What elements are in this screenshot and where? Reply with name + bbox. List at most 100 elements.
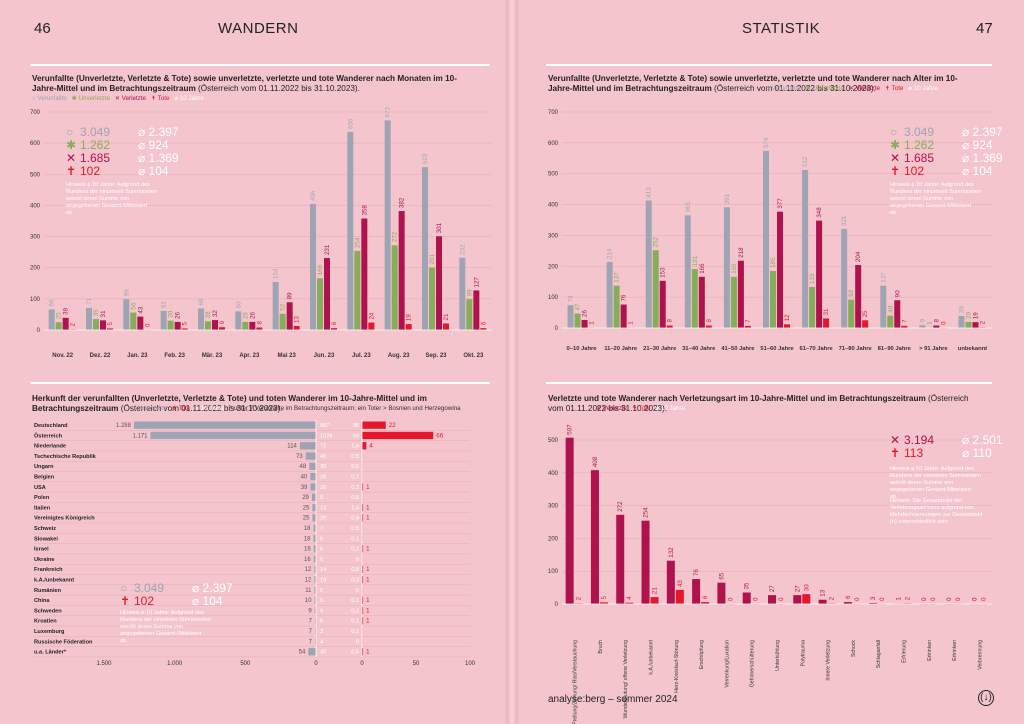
avg-label: 36: [353, 423, 359, 429]
data-label: 60: [235, 301, 242, 308]
x-tick-label: 21–30 Jahre: [643, 346, 677, 352]
data-label: 18: [304, 526, 311, 532]
bar-verletzte: [212, 320, 218, 330]
summary-symbol: ✱: [66, 138, 76, 152]
y-tick-label: 300: [548, 504, 559, 510]
bar-unverletzte: [770, 270, 776, 328]
data-label: 25: [303, 516, 310, 522]
data-label: 48: [300, 464, 307, 470]
page-gutter: [506, 0, 518, 724]
bar-unverletzte: [317, 278, 323, 330]
note-text: Rundens der einzelnen Summanden: [890, 473, 981, 479]
bar-verunfallte: [841, 228, 848, 328]
x-tick-label: Prellung/Zerrung/ Riss/Verstauchung: [573, 640, 579, 724]
note-text: angegebenen Gesamt-Mittelwert: [66, 203, 148, 209]
bar-tote: [675, 589, 684, 604]
bar-verunfallte: [567, 305, 574, 328]
bar-verunfallte: [311, 493, 316, 501]
avg-label: 0,8: [351, 567, 359, 573]
bar-tote: [480, 328, 487, 330]
bar-unverletzte: [93, 319, 99, 330]
data-label: 137: [614, 272, 621, 283]
note-text: weicht deren Summe von: [119, 624, 183, 630]
bar-tote: [362, 565, 364, 573]
bar-verletzte: [436, 236, 442, 330]
note-text: weicht deren Summe von: [889, 480, 953, 486]
legend-verletzte: ✕ Verletzte: [596, 405, 627, 412]
data-label: 76: [693, 569, 700, 576]
data-label: 204: [855, 251, 862, 262]
bar-verletzte: [698, 276, 705, 328]
y-tick-label: 700: [548, 110, 559, 116]
summary-average: ⌀ 104: [192, 594, 223, 608]
bar-unverletzte: [205, 321, 211, 330]
x-tick-label: Nov. 22: [52, 353, 74, 359]
x-tick-label: 500: [240, 661, 251, 667]
note-text: ab.: [120, 638, 128, 644]
legend-footnote: * unter 7 Verunfallte im Betrachtungszei…: [229, 405, 461, 412]
data-label: 0: [980, 597, 987, 601]
avg-label: 0: [356, 557, 359, 563]
legend-unverletzte: ✱ Unverletzte: [805, 85, 844, 92]
data-label: 65: [718, 572, 725, 579]
data-label: 16: [304, 547, 311, 553]
bar-unverletzte: [167, 320, 174, 330]
data-label: 31: [823, 308, 830, 315]
data-label: 39: [958, 306, 965, 313]
data-label: 56: [130, 302, 137, 309]
note-text: Rundens der einzelnen Summanden: [66, 189, 157, 195]
x-tick-label: 11–20 Jahre: [604, 346, 638, 352]
summary-average: ⌀ 104: [138, 164, 169, 178]
bar-tote: [599, 602, 608, 604]
summary-average: ⌀ 104: [962, 164, 993, 178]
bar-tote: [362, 617, 364, 625]
y-tick-label: 0: [37, 328, 41, 334]
rule-top-right: [546, 64, 992, 66]
bar-tote: [784, 324, 790, 328]
bar-verunfallte: [723, 207, 730, 328]
data-label: 7: [309, 619, 313, 625]
bar-tote: [362, 545, 364, 553]
data-label: 8: [933, 319, 940, 323]
bar-verletzte: [666, 560, 675, 604]
data-label: 0: [753, 597, 760, 601]
data-label: 1: [589, 321, 596, 325]
arrow-down-icon[interactable]: (↓): [978, 690, 994, 706]
x-tick-label: Erfrierung: [901, 640, 907, 663]
right-section-title: STATISTIK: [742, 20, 821, 37]
data-label: 92: [848, 289, 855, 296]
summary-average: ⌀ 110: [962, 446, 992, 460]
data-label: 7: [901, 319, 908, 323]
y-tick-label: 600: [30, 141, 41, 147]
bar-verunfallte: [315, 637, 316, 646]
summary-value: 3.194: [904, 433, 934, 447]
y-tick-label: 300: [548, 233, 559, 239]
avg-label: 0,5: [351, 495, 359, 501]
data-label: 61: [161, 301, 168, 308]
bar-tote: [107, 328, 113, 330]
bar-verunfallte: [645, 200, 652, 328]
x-tick-label: 50: [413, 661, 420, 667]
data-label: 43: [137, 306, 144, 313]
x-tick-label: Polytrauma: [800, 640, 806, 666]
avg-label: 1,4: [351, 505, 359, 511]
legend-verletzte: ✕ Verletzte: [114, 95, 146, 102]
bar-verunfallte: [299, 442, 316, 450]
bar-verletzte: [869, 603, 878, 604]
data-label: 8: [667, 319, 674, 323]
avg-label: 1,4: [351, 444, 359, 450]
x-tick-label: Wunde/Blutung/ offene Verletzung: [623, 640, 629, 719]
data-label: 574: [763, 137, 770, 148]
bar-verunfallte: [198, 308, 204, 330]
right-page-number: 47: [976, 20, 993, 37]
summary-symbol: ○: [120, 581, 127, 595]
avg-label: 7: [320, 526, 323, 532]
data-label: 13: [820, 589, 827, 596]
data-label: 74: [568, 295, 575, 302]
legend-unverletzte: ✱ Unverletzte: [71, 95, 110, 102]
y-tick-label: 600: [548, 141, 559, 147]
summary-average: ⌀ 2.397: [962, 125, 1003, 139]
bar-verunfallte: [802, 170, 809, 328]
summary-symbol: ✕: [890, 433, 900, 447]
y-tick-label: 100: [30, 297, 41, 303]
